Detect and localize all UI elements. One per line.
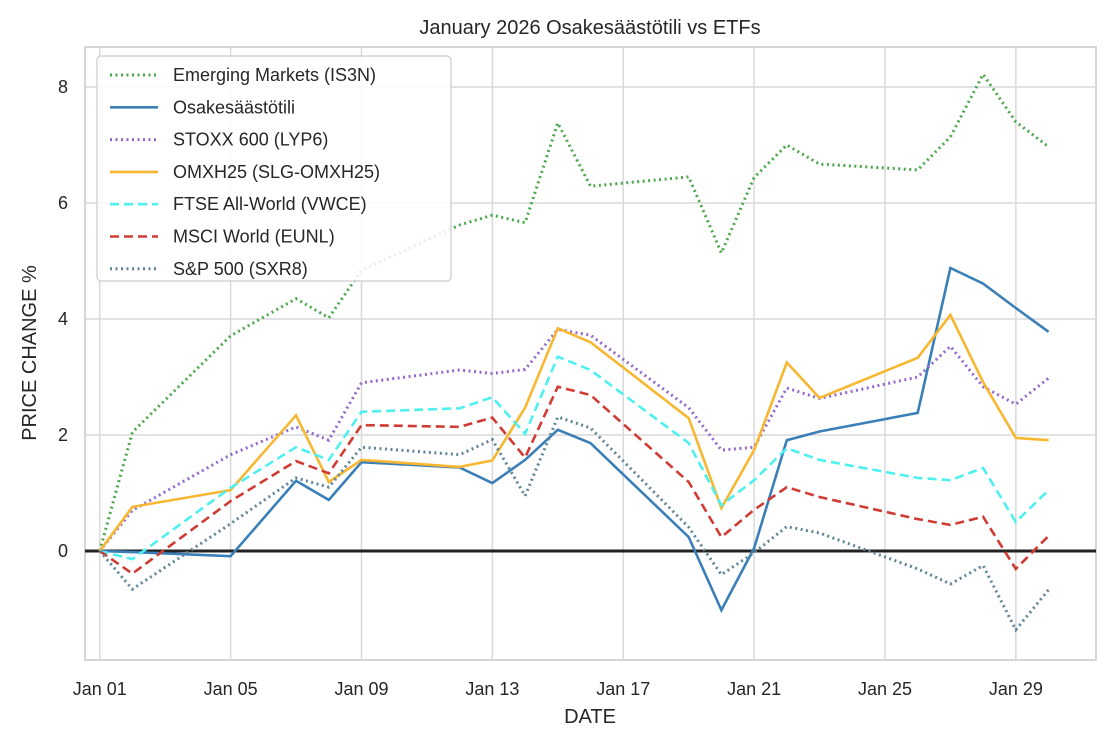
x-tick-label: Jan 09 (334, 679, 388, 699)
series-line-2 (98, 327, 1050, 552)
series-line-6 (98, 415, 1050, 633)
x-tick-label: Jan 13 (465, 679, 519, 699)
series-line-1 (99, 266, 1050, 614)
x-tick-label: Jan 29 (989, 679, 1043, 699)
x-tick-label: Jan 17 (596, 679, 650, 699)
legend-label-3: OMXH25 (SLG-OMXH25) (173, 162, 380, 182)
x-tick-label: Jan 01 (73, 679, 127, 699)
legend-label-6: S&P 500 (SXR8) (173, 259, 308, 279)
y-tick-label: 0 (58, 541, 68, 561)
series-layer (98, 71, 1050, 633)
legend-label-2: STOXX 600 (LYP6) (173, 130, 328, 150)
x-tick-label: Jan 21 (727, 679, 781, 699)
series-line-0 (98, 71, 1050, 552)
legend-frame (96, 55, 452, 282)
legend-label-1: Osakesäästötili (173, 97, 295, 117)
chart-title: January 2026 Osakesäästötili vs ETFs (419, 17, 760, 39)
y-tick-label: 4 (58, 309, 68, 329)
series-line-4 (99, 355, 1050, 561)
y-axis-label: PRICE CHANGE % (19, 265, 41, 441)
legend-label-5: MSCI World (EUNL) (173, 227, 335, 247)
y-tick-label: 8 (58, 77, 68, 97)
y-tick-label: 6 (58, 193, 68, 213)
x-tick-label: Jan 25 (858, 679, 912, 699)
series-line-3 (98, 312, 1049, 552)
legend: Emerging Markets (IS3N) Osakesäästötili ST… (96, 55, 452, 282)
legend-label-0: Emerging Markets (IS3N) (173, 65, 376, 85)
y-tick-label: 2 (58, 425, 68, 445)
axis-ticks: Jan 01 Jan 05 Jan 09 Jan 13 Jan 17 Jan 21 Jan … (58, 77, 1043, 699)
plot-frame (84, 46, 1097, 661)
x-axis-label: DATE (564, 706, 616, 728)
x-tick-label: Jan 05 (204, 679, 258, 699)
legend-label-4: FTSE All-World (VWCE) (173, 194, 367, 214)
